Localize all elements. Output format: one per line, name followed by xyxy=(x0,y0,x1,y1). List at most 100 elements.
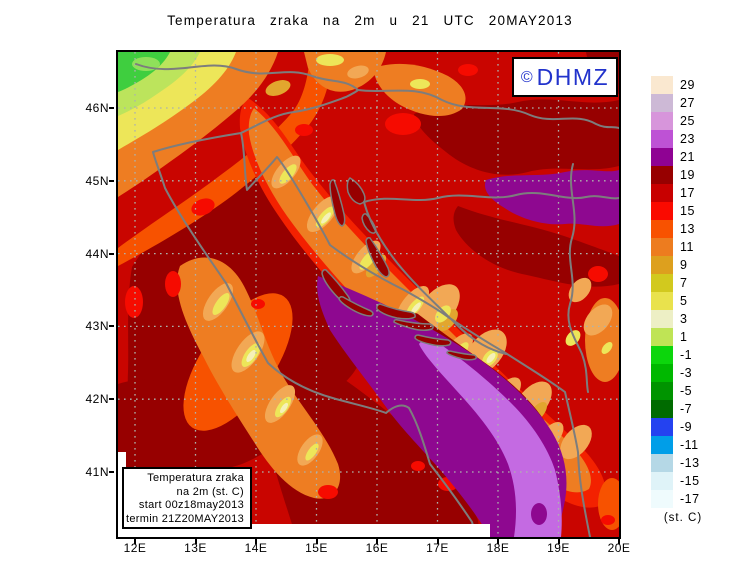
colorbar-value-label: 7 xyxy=(680,276,688,290)
coastline-east-adriatic xyxy=(152,132,591,537)
colorbar-value-label: -15 xyxy=(680,474,700,488)
colorbar-value-label: 17 xyxy=(680,186,695,200)
sava-purple-band xyxy=(484,170,619,227)
colorbar-swatch xyxy=(651,238,673,256)
border-drina xyxy=(567,163,589,393)
x-axis-label: 16E xyxy=(365,541,389,555)
colorbar-swatch xyxy=(651,292,673,310)
temperature-field-svg xyxy=(118,52,619,537)
colorbar-swatch xyxy=(651,490,673,508)
colorbar-value-label: -3 xyxy=(680,366,693,380)
colorbar-value-label: -1 xyxy=(680,348,693,362)
dhmz-logo: © DHMZ xyxy=(512,57,618,97)
colorbar-value-label: 1 xyxy=(680,330,688,344)
colorbar-swatch xyxy=(651,184,673,202)
colorbar-swatch xyxy=(651,310,673,328)
orchid-warm-sea-band xyxy=(419,338,562,537)
x-axis-tick xyxy=(134,539,136,544)
colorbar-value-label: 29 xyxy=(680,78,695,92)
y-axis-tick xyxy=(109,252,114,255)
copyright-icon: © xyxy=(520,69,533,86)
colorbar-value-label: 19 xyxy=(680,168,695,182)
x-axis-tick xyxy=(436,539,439,544)
colorbar-unit-label: (st. C) xyxy=(663,512,703,524)
colorbar-value-label: 25 xyxy=(680,114,695,128)
x-axis-label: 15E xyxy=(305,541,328,555)
colorbar-swatch xyxy=(651,418,673,436)
y-axis-label: 44N xyxy=(85,246,109,261)
border-croatia-bosnia xyxy=(363,201,507,355)
y-axis-label: 46N xyxy=(85,101,109,115)
colorbar-swatch xyxy=(651,328,673,346)
y-axis-tick xyxy=(109,471,114,473)
colorbar-swatch xyxy=(651,454,673,472)
y-axis-label: 42N xyxy=(85,392,109,407)
info-box-line: start 00z18may2013 xyxy=(138,499,244,511)
x-axis-tick xyxy=(618,539,620,544)
x-axis-tick xyxy=(255,539,257,544)
info-box-line: na 2m (st. C) xyxy=(176,485,244,498)
y-axis-tick xyxy=(109,107,114,109)
colorbar-swatch xyxy=(651,274,673,292)
colorbar-value-label: 27 xyxy=(680,96,695,110)
y-axis-tick xyxy=(109,398,114,401)
x-axis-label: 20E xyxy=(607,541,631,555)
colorbar-swatch xyxy=(651,94,673,112)
x-axis-label: 13E xyxy=(184,541,207,555)
x-axis-label: 18E xyxy=(486,541,510,555)
colorbar-value-label: -7 xyxy=(680,402,693,416)
y-axis-label: 41N xyxy=(85,465,109,479)
colorbar-swatch xyxy=(651,166,673,184)
y-axis-label: 43N xyxy=(85,319,109,334)
colorbar-swatch xyxy=(651,382,673,400)
y-axis-tick xyxy=(109,325,114,328)
colorbar-swatch xyxy=(651,202,673,220)
nw-transition-band xyxy=(118,52,332,266)
colorbar-value-label: -13 xyxy=(680,456,700,470)
y-axis-label: 45N xyxy=(85,173,109,188)
x-axis-label: 14E xyxy=(244,541,268,555)
colorbar-value-label: -9 xyxy=(680,420,693,434)
adriatic-sea-purple xyxy=(317,276,567,537)
colorbar-swatch xyxy=(651,130,673,148)
x-axis-label: 19E xyxy=(547,541,570,555)
adriatic-islands xyxy=(321,177,478,361)
x-axis-tick xyxy=(194,539,197,544)
x-axis-tick xyxy=(376,539,378,544)
colorbar-swatch xyxy=(651,400,673,418)
colorbar-swatch xyxy=(651,148,673,166)
colorbar-value-label: 21 xyxy=(680,150,695,164)
colorbar-value-label: -11 xyxy=(680,438,699,452)
colorbar-value-label: 13 xyxy=(680,222,695,236)
colorbar-swatch xyxy=(651,256,673,274)
coastlines-borders xyxy=(135,63,619,537)
map-canvas xyxy=(116,50,621,539)
border-north xyxy=(135,63,619,129)
colorbar-value-label: 23 xyxy=(680,132,695,146)
info-box-line: Temperatura zraka xyxy=(147,472,244,484)
info-box: Temperatura zraka na 2m (st. C) start 00z1… xyxy=(122,467,252,529)
x-axis-label: 17E xyxy=(426,541,449,555)
orchid-inner-purple xyxy=(531,503,547,525)
colorbar-swatch xyxy=(651,346,673,364)
dhmz-logo-text: DHMZ xyxy=(536,63,610,90)
colorbar-swatch xyxy=(651,76,673,94)
colorbar-value-label: 11 xyxy=(680,240,694,254)
colorbar-swatch xyxy=(651,436,673,454)
colorbar-value-label: 3 xyxy=(680,312,688,326)
colorbar-swatch xyxy=(651,472,673,490)
info-box-line: termin 21Z20MAY2013 xyxy=(126,512,244,525)
y-axis-tick xyxy=(109,179,114,182)
colorbar-value-label: 5 xyxy=(680,294,688,308)
x-axis-tick xyxy=(315,539,318,544)
coastline-italy xyxy=(225,282,477,537)
colorbar-value-label: 9 xyxy=(680,258,688,272)
colorbar-swatch xyxy=(651,112,673,130)
colorbar-swatch xyxy=(651,220,673,238)
colorbar-value-label: -17 xyxy=(680,492,700,506)
alps-corner-bands xyxy=(118,52,466,197)
border-slovenia-croatia xyxy=(240,89,359,134)
x-axis-tick xyxy=(497,539,499,544)
x-axis-label: 12E xyxy=(123,541,147,555)
